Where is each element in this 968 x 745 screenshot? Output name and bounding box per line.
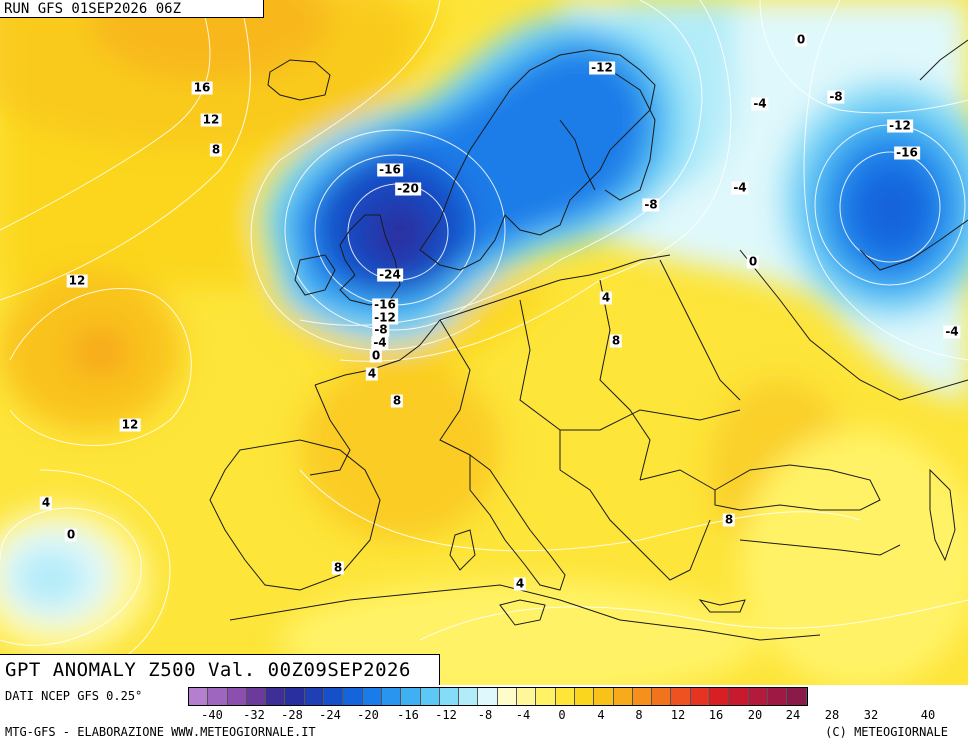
credit-right: (C) METEOGIORNALE: [825, 725, 948, 739]
scale-tick-label: 20: [747, 708, 763, 722]
color-scale: [188, 687, 808, 706]
contour-label: 4: [599, 290, 613, 305]
scale-swatch: [266, 688, 286, 705]
contour-label: -12: [372, 310, 398, 325]
contour-label: 0: [64, 527, 78, 542]
contour-label: -16: [377, 162, 403, 177]
run-label: RUN GFS 01SEP2026 06Z: [0, 0, 264, 18]
contour-label: 8: [609, 333, 623, 348]
scale-tick-label: -12: [435, 708, 457, 722]
scale-tick-label: -24: [319, 708, 341, 722]
contour-label: 4: [39, 495, 53, 510]
contour-label: 0: [794, 32, 808, 47]
scale-swatch: [227, 688, 247, 705]
scale-swatch: [459, 688, 479, 705]
contour-label: 12: [66, 273, 88, 288]
scale-swatch: [690, 688, 711, 705]
data-source-label: DATI NCEP GFS 0.25°: [5, 689, 143, 703]
contour-label: -8: [642, 197, 660, 212]
scale-swatch: [246, 688, 267, 705]
scale-swatch: [729, 688, 749, 705]
credit-left: MTG-GFS - ELABORAZIONE WWW.METEOGIORNALE…: [5, 725, 316, 739]
anomaly-map: [0, 0, 968, 685]
contour-label: -4: [371, 335, 389, 350]
contour-label: -8: [372, 322, 390, 337]
contour-label: -16: [894, 145, 920, 160]
scale-tick-label: -8: [477, 708, 493, 722]
contour-label: 0: [369, 348, 383, 363]
scale-swatch: [343, 688, 363, 705]
scale-swatch: [652, 688, 672, 705]
scale-swatch: [536, 688, 556, 705]
contour-label: 12: [119, 417, 141, 432]
scale-swatch: [478, 688, 498, 705]
scale-swatch: [767, 688, 788, 705]
scale-swatch: [594, 688, 614, 705]
scale-tick-label: 24: [785, 708, 801, 722]
scale-swatch: [671, 688, 691, 705]
contour-label: -8: [827, 89, 845, 104]
scale-swatch: [439, 688, 460, 705]
scale-swatch: [304, 688, 325, 705]
scale-swatch: [208, 688, 228, 705]
scale-tick-label: 28: [824, 708, 840, 722]
scale-tick-label: -32: [243, 708, 265, 722]
contour-label: 8: [390, 393, 404, 408]
contour-label: 0: [746, 254, 760, 269]
scale-swatch: [710, 688, 730, 705]
scale-swatch: [285, 688, 305, 705]
scale-tick-label: -20: [357, 708, 379, 722]
contour-label: 8: [331, 560, 345, 575]
scale-tick-label: -28: [281, 708, 303, 722]
contour-label: 16: [191, 80, 213, 95]
contour-label: -12: [589, 60, 615, 75]
scale-swatch: [555, 688, 575, 705]
scale-swatch: [381, 688, 402, 705]
contour-label: 12: [200, 112, 222, 127]
contour-label: -20: [395, 181, 421, 196]
contour-label: -4: [731, 180, 749, 195]
contour-label: 4: [513, 576, 527, 591]
color-scale-ticks: -40 -32 -28 -24 -20 -16 -12 -8 -4 0 4 8 12 16 20 24 28 32…: [188, 708, 968, 722]
scale-swatch: [497, 688, 518, 705]
scale-tick-label: 4: [597, 708, 605, 722]
scale-tick-label: 12: [670, 708, 686, 722]
scale-tick-label: 0: [558, 708, 566, 722]
contour-label: -16: [372, 297, 398, 312]
contour-label: 8: [722, 512, 736, 527]
scale-swatch: [632, 688, 653, 705]
scale-swatch: [748, 688, 768, 705]
scale-swatch: [574, 688, 595, 705]
scale-tick-label: -40: [201, 708, 223, 722]
scale-swatch: [401, 688, 421, 705]
contour-label: 4: [365, 366, 379, 381]
contour-label: -4: [751, 96, 769, 111]
scale-swatch: [324, 688, 344, 705]
scale-swatch: [362, 688, 382, 705]
contour-label: -4: [943, 324, 961, 339]
scale-swatch: [189, 688, 209, 705]
contour-label: -24: [377, 267, 403, 282]
scale-tick-label: -16: [397, 708, 419, 722]
scale-swatch: [517, 688, 537, 705]
map-title: GPT ANOMALY Z500 Val. 00Z09SEP2026: [0, 654, 440, 685]
scale-swatch: [613, 688, 633, 705]
scale-tick-label: 40: [920, 708, 936, 722]
scale-tick-label: 32: [863, 708, 879, 722]
contour-label: 8: [209, 142, 223, 157]
scale-swatch: [420, 688, 440, 705]
scale-swatch: [787, 688, 807, 705]
scale-tick-label: -4: [515, 708, 531, 722]
scale-tick-label: 8: [635, 708, 643, 722]
scale-tick-label: 16: [708, 708, 724, 722]
contour-label: -12: [887, 118, 913, 133]
